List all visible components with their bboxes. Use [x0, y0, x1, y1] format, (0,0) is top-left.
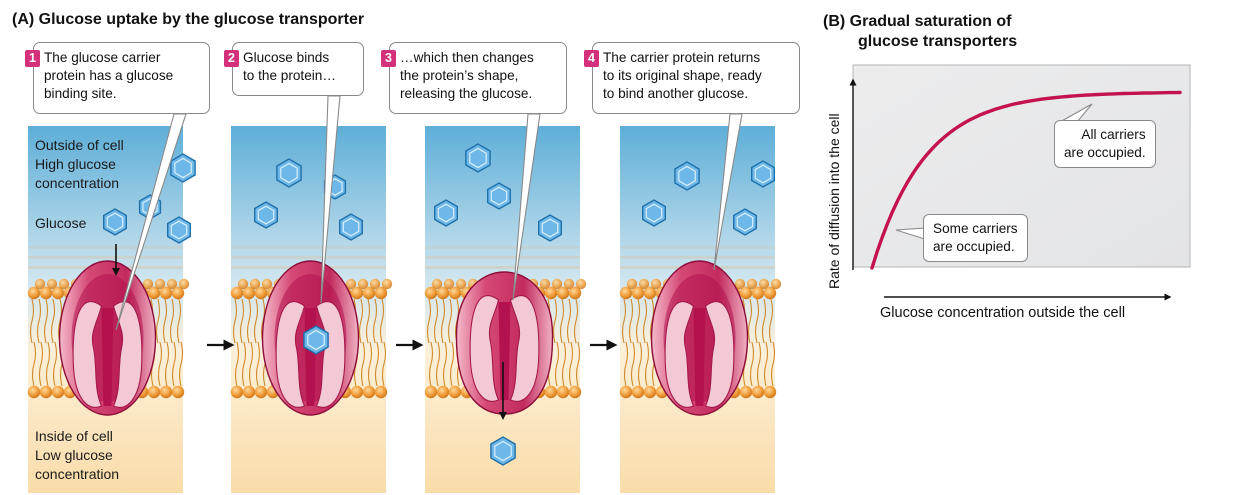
graph-x-axis-label: Glucose concentration outside the cell [880, 305, 1126, 321]
step-1-callout: 1 The glucose carrier protein has a gluc… [25, 42, 210, 114]
all-carriers-label: All carriers are occupied. [1054, 120, 1156, 168]
glucose-molecule-7 [253, 201, 278, 229]
step-4-line-2: to its original shape, ready [603, 68, 762, 83]
protein-lobe-left [275, 301, 306, 408]
outside-label-line-1: Outside of cell [35, 137, 124, 153]
carrier-protein [58, 260, 157, 416]
glucose-molecule-13 [674, 161, 700, 191]
step-3-line-1: …which then changes [400, 50, 534, 65]
step-1-line-3: binding site. [44, 86, 117, 101]
step-3-callout: 3 …which then changes the protein’s shap… [381, 42, 567, 114]
membrane-column-1 [27, 126, 190, 493]
step-3-badge: 3 [381, 50, 396, 67]
step-1-line-1: The glucose carrier [44, 50, 161, 65]
glucose-molecule-4 [166, 216, 192, 244]
membrane-column-2 [230, 126, 393, 493]
step-1-badge: 1 [25, 50, 40, 67]
step-4-line-1: The carrier protein returns [603, 50, 761, 65]
glucose-molecule-8 [339, 213, 363, 241]
carrier-protein [650, 260, 749, 416]
some-carriers-line-2: are occupied. [933, 239, 1015, 254]
step-2-badge: 2 [224, 50, 239, 67]
protein-lobe-left [664, 301, 695, 408]
protein-lobe-right [112, 301, 143, 408]
all-carriers-line-1: All carriers [1081, 127, 1146, 142]
step-2-callout: 2 Glucose binds to the protein… [224, 42, 364, 96]
inside-label-line-3: concentration [35, 466, 120, 482]
step-1-line-2: protein has a glucose [44, 68, 174, 83]
some-carriers-label: Some carriers are occupied. [923, 214, 1028, 262]
step-2-line-1: Glucose binds [243, 50, 330, 65]
panel-b-title-line-1: (B) Gradual saturation of [823, 13, 1012, 30]
glucose-molecule-5 [276, 158, 302, 188]
step-3-line-2: the protein’s shape, [400, 68, 519, 83]
protein-lobe-left [72, 301, 103, 408]
outside-label-line-2: High glucose [35, 156, 116, 172]
glucose-molecule-12 [538, 214, 562, 242]
inside-label-line-2: Low glucose [35, 447, 113, 463]
graph-y-axis-label: Rate of diffusion into the cell [826, 113, 842, 289]
released-glucose [490, 436, 516, 466]
callout-pointer-1 [115, 113, 187, 331]
callout-pointer-2 [320, 95, 341, 304]
panel-b-title-line-2: glucose transporters [858, 33, 1018, 50]
membrane-column-4 [619, 126, 782, 493]
glucose-molecule-11 [434, 199, 458, 227]
step-3-line-3: releasing the glucose. [400, 86, 533, 101]
outside-cell-label: Outside of cell High glucose concentrati… [35, 136, 124, 193]
glucose-molecule-1 [170, 153, 196, 183]
glucose-molecule-9 [465, 143, 491, 173]
glucose-molecule-10 [487, 182, 511, 210]
protein-lobe-left [469, 295, 500, 402]
step-4-line-3: to bind another glucose. [603, 86, 749, 101]
saturation-curve [870, 90, 1182, 270]
glucose-molecule-14 [751, 160, 775, 188]
step-2-line-2: to the protein… [243, 68, 336, 83]
glucose-label: Glucose [35, 215, 87, 231]
carrier-protein [455, 271, 554, 415]
inside-label-line-1: Inside of cell [35, 428, 113, 444]
inside-cell-label: Inside of cell Low glucose concentration [35, 427, 119, 484]
bound-glucose [303, 325, 329, 355]
panel-b-title: (B) Gradual saturation of glucose transp… [823, 12, 1017, 52]
all-carriers-line-2: are occupied. [1064, 145, 1146, 160]
protein-lobe-right [704, 301, 735, 408]
glucose-molecule-2 [102, 208, 128, 236]
protein-lobe-right [509, 295, 540, 402]
glucose-molecule-15 [642, 199, 666, 227]
step-4-badge: 4 [584, 50, 599, 67]
callout-pointer-4 [713, 113, 743, 271]
callout-pointer-3 [512, 113, 541, 301]
step-4-callout: 4 The carrier protein returns to its ori… [584, 42, 800, 114]
panel-a-title: (A) Glucose uptake by the glucose transp… [12, 11, 365, 28]
some-carriers-line-1: Some carriers [933, 221, 1018, 236]
glucose-molecule-16 [733, 208, 757, 236]
outside-label-line-3: concentration [35, 175, 120, 191]
